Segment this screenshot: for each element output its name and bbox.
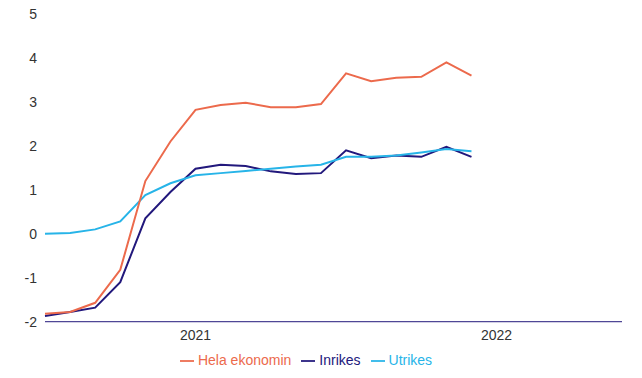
- svg-text:0: 0: [29, 226, 37, 242]
- html-text:Hela ekonomin: Hela ekonomin: [197, 351, 292, 368]
- svg-text:3: 3: [29, 94, 37, 110]
- svg-text:1: 1: [29, 182, 37, 198]
- svg-text:2: 2: [29, 138, 37, 154]
- svg-text:5: 5: [29, 6, 37, 22]
- svg-text:-1: -1: [25, 270, 38, 286]
- html-text:Inrikes: Inrikes: [319, 351, 361, 368]
- svg-text:-2: -2: [25, 314, 38, 330]
- svg-text:2021: 2021: [180, 327, 211, 343]
- html-text:Utrikes: Utrikes: [388, 351, 433, 368]
- svg-text:2022: 2022: [481, 327, 512, 343]
- svg-text:4: 4: [29, 50, 37, 66]
